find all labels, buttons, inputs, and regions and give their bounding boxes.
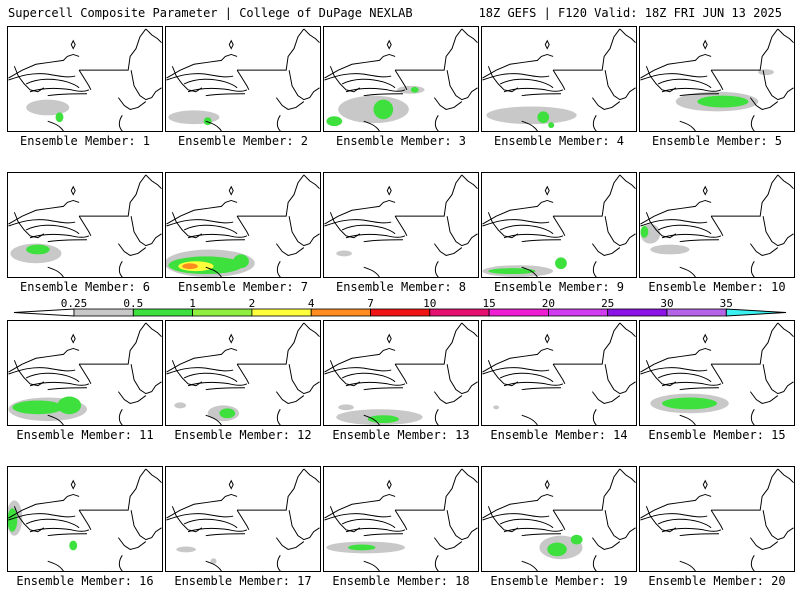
colorbar-segment-15: [488, 308, 549, 317]
member-caption-1: Ensemble Member: 1: [19, 134, 151, 148]
map-panel-5: [639, 26, 795, 132]
map-plot-8: [324, 174, 478, 277]
colorbar-tick-label: 15: [482, 297, 496, 310]
map-panel-14: [481, 320, 637, 426]
map-plot-3: [324, 28, 478, 131]
map-panel-4: [481, 26, 637, 132]
map-panel-13: [323, 320, 479, 426]
member-caption-13: Ensemble Member: 13: [332, 428, 470, 442]
map-panel-7: [165, 172, 321, 278]
map-panel-2: [165, 26, 321, 132]
colorbar-tick-label: 30: [660, 297, 674, 310]
member-caption-14: Ensemble Member: 14: [490, 428, 628, 442]
colorbar-left-arrow: [13, 308, 75, 317]
member-caption-5: Ensemble Member: 5: [651, 134, 783, 148]
colorbar-segment-2: [251, 308, 312, 317]
map-panel-17: [165, 466, 321, 572]
member-caption-6: Ensemble Member: 6: [19, 280, 151, 294]
colorbar-segment-10: [429, 308, 490, 317]
colorbar-tick-label: 2: [248, 297, 256, 310]
member-caption-9: Ensemble Member: 9: [493, 280, 625, 294]
map-plot-18: [324, 468, 478, 571]
map-panel-20: [639, 466, 795, 572]
member-caption-4: Ensemble Member: 4: [493, 134, 625, 148]
member-caption-17: Ensemble Member: 17: [174, 574, 312, 588]
map-plot-5: [640, 28, 794, 131]
map-panel-1: [7, 26, 163, 132]
member-caption-11: Ensemble Member: 11: [16, 428, 154, 442]
colorbar-tick-label: 0.25: [60, 297, 88, 310]
member-caption-2: Ensemble Member: 2: [177, 134, 309, 148]
member-caption-16: Ensemble Member: 16: [16, 574, 154, 588]
member-caption-15: Ensemble Member: 15: [648, 428, 786, 442]
map-panel-16: [7, 466, 163, 572]
colorbar-tick-label: 35: [719, 297, 733, 310]
colorbar-tick-label: 10: [423, 297, 437, 310]
map-plot-7: [166, 174, 320, 277]
map-plot-13: [324, 322, 478, 425]
colorbar-segment-25: [607, 308, 668, 317]
map-plot-16: [8, 468, 162, 571]
colorbar-segment-20: [548, 308, 609, 317]
map-panel-9: [481, 172, 637, 278]
map-plot-9: [482, 174, 636, 277]
colorbar-tick-label: 7: [367, 297, 374, 310]
member-caption-3: Ensemble Member: 3: [335, 134, 467, 148]
colorbar-right-arrow: [725, 308, 787, 317]
map-plot-4: [482, 28, 636, 131]
colorbar-segment-1: [192, 308, 253, 317]
member-caption-20: Ensemble Member: 20: [648, 574, 786, 588]
map-plot-1: [8, 28, 162, 131]
colorbar-tick-label: 0.5: [123, 297, 144, 310]
member-caption-8: Ensemble Member: 8: [335, 280, 467, 294]
map-plot-12: [166, 322, 320, 425]
map-plot-10: [640, 174, 794, 277]
colorbar-segment-0.5: [132, 308, 194, 317]
map-panel-3: [323, 26, 479, 132]
header-run-info: 18Z GEFS | F120 Valid: 18Z FRI JUN 13 20…: [478, 6, 782, 20]
header-title: Supercell Composite Parameter | College …: [8, 6, 413, 20]
colorbar-tick-label: 20: [541, 297, 556, 310]
member-caption-10: Ensemble Member: 10: [648, 280, 786, 294]
map-plot-6: [8, 174, 162, 277]
map-plot-15: [640, 322, 794, 425]
colorbar-segment-4: [310, 308, 371, 317]
map-plot-20: [640, 468, 794, 571]
map-plot-17: [166, 468, 320, 571]
colorbar-segment-30: [666, 308, 727, 317]
map-panel-15: [639, 320, 795, 426]
map-panel-19: [481, 466, 637, 572]
map-plot-14: [482, 322, 636, 425]
colorbar: [13, 308, 787, 317]
map-plot-19: [482, 468, 636, 571]
colorbar-tick-label: 25: [601, 297, 615, 310]
map-panel-10: [639, 172, 795, 278]
member-caption-18: Ensemble Member: 18: [332, 574, 470, 588]
map-panel-8: [323, 172, 479, 278]
member-caption-12: Ensemble Member: 12: [174, 428, 312, 442]
map-panel-11: [7, 320, 163, 426]
colorbar-segment-7: [370, 308, 431, 317]
map-panel-6: [7, 172, 163, 278]
colorbar-tick-label: 1: [189, 297, 196, 310]
map-panel-12: [165, 320, 321, 426]
map-plot-11: [8, 322, 162, 425]
map-plot-2: [166, 28, 320, 131]
map-panel-18: [323, 466, 479, 572]
colorbar-segment-0.25: [73, 308, 134, 317]
colorbar-tick-label: 4: [307, 297, 315, 310]
member-caption-19: Ensemble Member: 19: [490, 574, 628, 588]
member-caption-7: Ensemble Member: 7: [177, 280, 309, 294]
